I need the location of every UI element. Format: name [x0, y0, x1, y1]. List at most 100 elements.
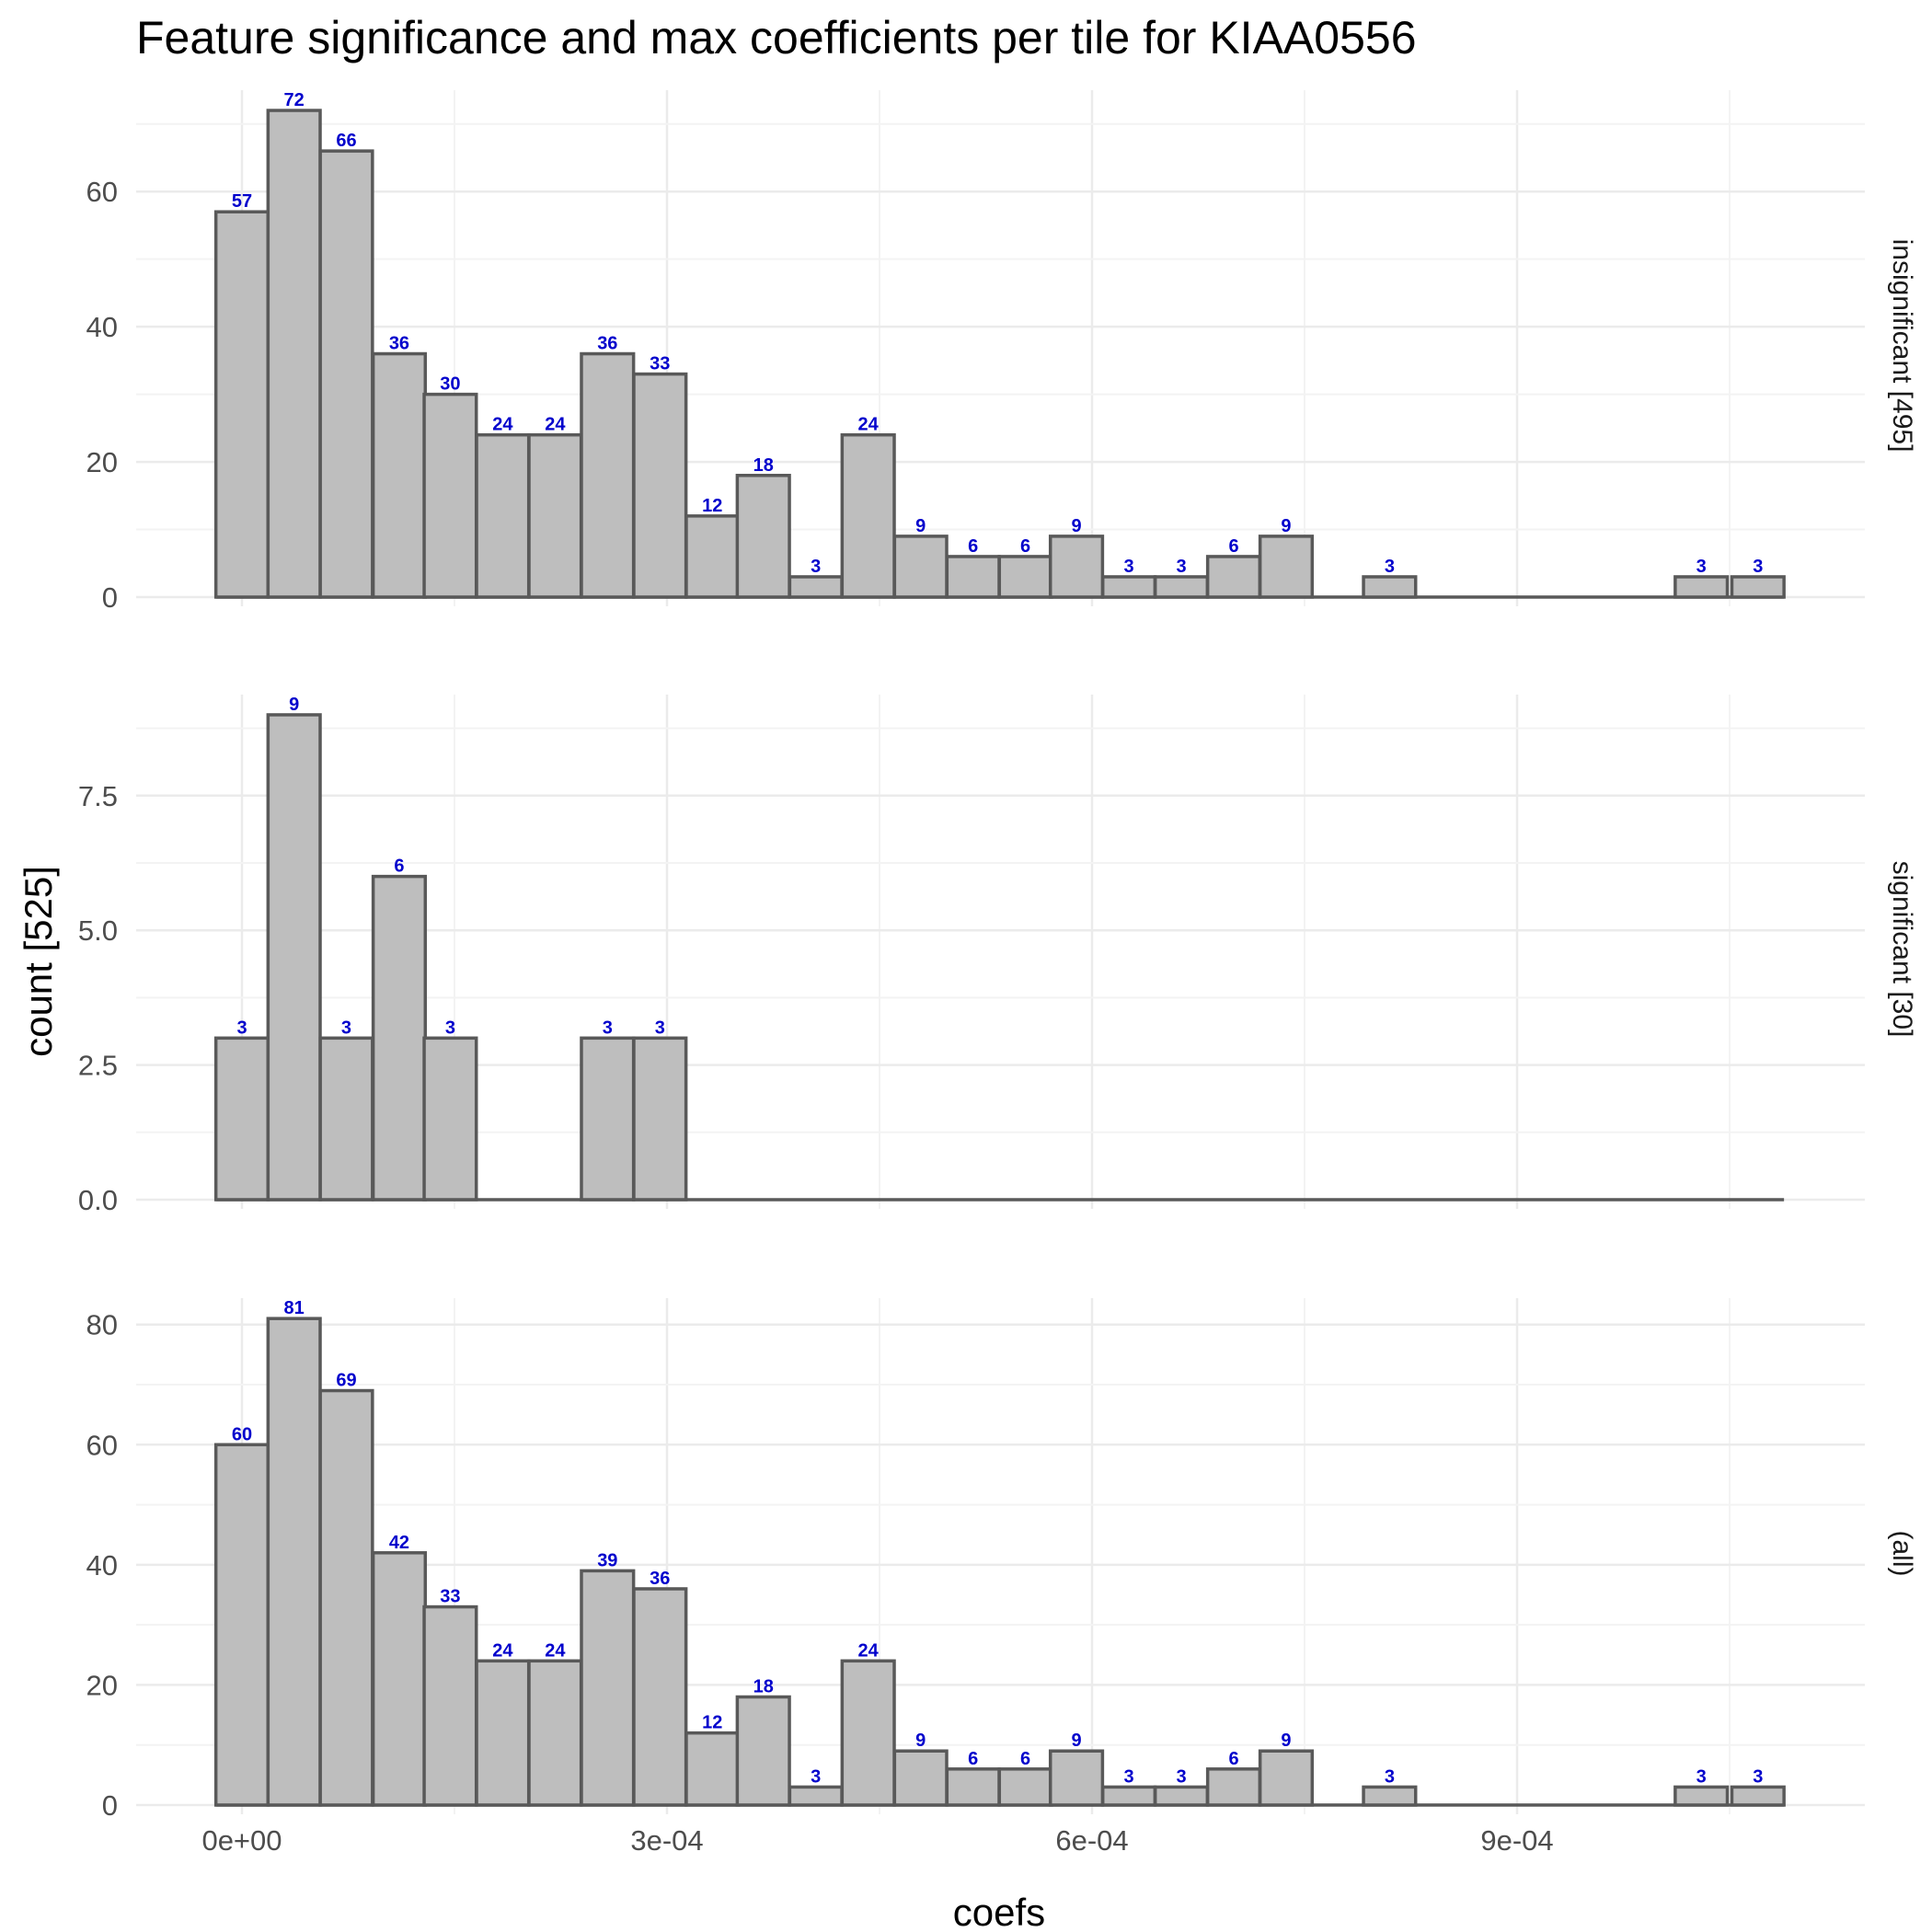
bar-count-label: 3	[1753, 1766, 1763, 1787]
bar-count-label: 18	[753, 1676, 774, 1696]
histogram-bar	[632, 1587, 688, 1807]
histogram-bar	[580, 1569, 636, 1807]
histogram-bar	[318, 1036, 374, 1202]
y-tick-label: 2.5	[78, 1050, 118, 1082]
bar-count-label: 3	[1385, 557, 1395, 577]
bar-count-label: 6	[394, 857, 404, 877]
bar-count-label: 3	[1385, 1766, 1395, 1787]
bar-count-label: 3	[1176, 1766, 1186, 1787]
y-tick-label: 7.5	[78, 780, 118, 812]
histogram-bar	[1048, 1749, 1105, 1807]
y-tick-label: 40	[86, 1549, 118, 1581]
histogram-bar	[1153, 1785, 1210, 1807]
bar-count-label: 33	[440, 1587, 460, 1607]
histogram-bar	[632, 372, 688, 599]
bar-count-label: 3	[445, 1018, 455, 1038]
histogram-bar	[788, 575, 844, 599]
histogram-bar	[892, 535, 949, 599]
bar-count-label: 3	[603, 1018, 613, 1038]
histogram-bar	[371, 351, 428, 599]
facet-strip-label: significant [30]	[1887, 861, 1917, 1038]
bar-count-label: 9	[1281, 516, 1291, 536]
bar-count-label: 36	[650, 1569, 670, 1589]
bar-count-label: 3	[811, 557, 821, 577]
facet-strip-label: (all)	[1887, 1531, 1917, 1577]
histogram-bar	[318, 1388, 374, 1807]
bar-count-label: 6	[1020, 536, 1030, 557]
histogram-bar	[1362, 575, 1418, 599]
histogram-bar	[1100, 575, 1157, 599]
panel-2: 0.0 2.5 5.0 7.5 3 9 3 6 3 3 3 significant [30]	[78, 695, 1917, 1216]
histogram-bar	[1362, 1785, 1418, 1807]
histogram-bar	[788, 1785, 844, 1807]
histogram-bar	[632, 1036, 688, 1202]
bar-count-label: 3	[1123, 1766, 1133, 1787]
bar-count-label: 24	[858, 415, 880, 435]
x-tick-label: 3e-04	[630, 1824, 703, 1857]
bar-count-label: 69	[336, 1371, 356, 1391]
bar-count-label: 18	[753, 455, 774, 476]
histogram-bar	[527, 1659, 583, 1807]
bar-count-label: 24	[545, 415, 566, 435]
histogram-bar	[1205, 555, 1262, 599]
bar-count-label: 72	[284, 90, 305, 110]
bar-count-label: 3	[1123, 557, 1133, 577]
bar-count-label: 66	[336, 131, 356, 151]
bar-count-label: 3	[236, 1018, 247, 1038]
bar-count-label: 3	[1696, 1766, 1707, 1787]
histogram-bar	[1153, 575, 1210, 599]
y-axis-title: count [525]	[17, 866, 60, 1057]
bar-count-label: 3	[811, 1766, 821, 1787]
bar-count-label: 24	[492, 415, 513, 435]
bar-count-label: 30	[440, 374, 460, 395]
bar-count-label: 6	[968, 1749, 978, 1769]
histogram-bar	[580, 351, 636, 599]
histogram-bar	[1100, 1785, 1157, 1807]
histogram-bar	[422, 1036, 478, 1202]
bar-count-label: 24	[492, 1640, 513, 1661]
histogram-bar	[422, 392, 478, 599]
bar-count-label: 9	[1071, 516, 1081, 536]
histogram-bar	[735, 1695, 791, 1807]
histogram-bar	[318, 149, 374, 599]
bar-count-label: 24	[858, 1640, 880, 1661]
histogram-bar	[945, 1767, 1001, 1807]
bar-count-label: 12	[702, 1713, 722, 1733]
x-tick-label: 9e-04	[1480, 1824, 1553, 1857]
bar-count-label: 6	[968, 536, 978, 557]
y-tick-label: 5.0	[78, 914, 118, 947]
histogram-bar	[735, 474, 791, 599]
histogram-bar	[527, 432, 583, 599]
bar-count-label: 9	[915, 1731, 926, 1751]
bar-count-label: 39	[597, 1550, 617, 1570]
bar-count-label: 6	[1228, 1749, 1238, 1769]
bar-count-label: 33	[650, 354, 670, 374]
bar-count-label: 24	[545, 1640, 566, 1661]
bar-count-label: 9	[1071, 1731, 1081, 1751]
y-tick-label: 60	[86, 1429, 118, 1461]
histogram-bar	[997, 1767, 1053, 1807]
bar-count-label: 3	[1753, 557, 1763, 577]
histogram-bar	[371, 874, 428, 1202]
y-tick-label: 80	[86, 1309, 118, 1341]
histogram-bar	[684, 1731, 741, 1807]
bar-count-label: 3	[1176, 557, 1186, 577]
bar-count-label: 3	[1696, 557, 1707, 577]
histogram-bar	[840, 1659, 896, 1807]
histogram-bar	[684, 514, 741, 599]
histogram-bar	[475, 1659, 531, 1807]
bar-count-label: 81	[284, 1298, 305, 1318]
bar-count-label: 36	[597, 334, 617, 354]
histogram-bar	[945, 555, 1001, 599]
facet-strip-label: insignificant [495]	[1887, 239, 1917, 453]
bar-count-label: 12	[702, 496, 722, 516]
histogram-bar	[422, 1604, 478, 1807]
histogram-bar	[213, 1443, 270, 1807]
histogram-bar	[997, 555, 1053, 599]
histogram-bar	[580, 1036, 636, 1202]
histogram-bar	[266, 109, 322, 599]
bar-count-label: 6	[1020, 1749, 1030, 1769]
